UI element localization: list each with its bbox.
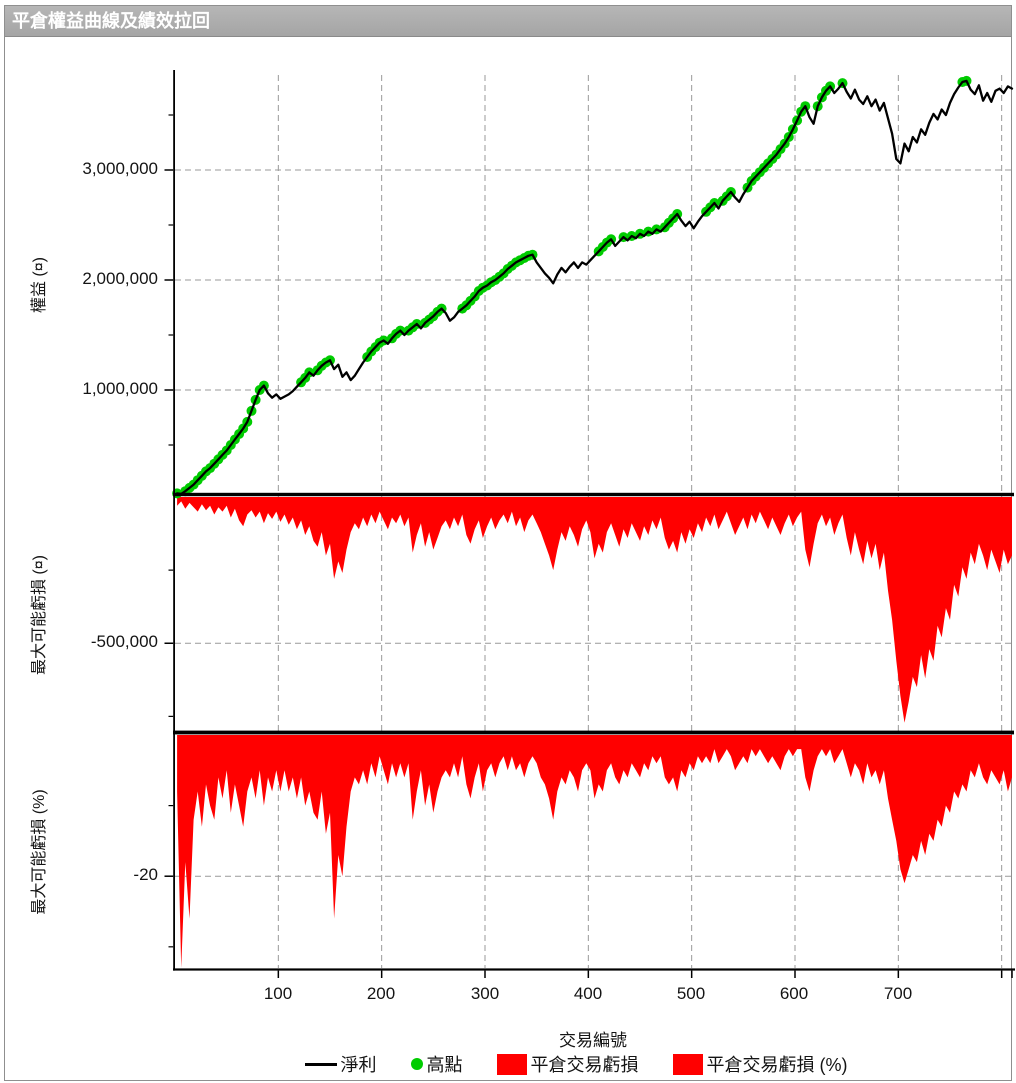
equity-line — [175, 79, 1014, 496]
legend-item-trade-loss-pct: 平倉交易虧損 (%) — [672, 1051, 848, 1077]
page-title: 平倉權益曲線及績效拉回 — [12, 11, 210, 31]
xtick-700: 700 — [883, 984, 913, 1003]
high-point-dots — [172, 75, 972, 499]
title-bar: 平倉權益曲線及績效拉回 — [5, 6, 1011, 37]
legend-label: 高點 — [426, 1055, 463, 1075]
x-axis-title: 交易編號 — [559, 1031, 627, 1050]
drawdown-area — [177, 497, 1013, 723]
xtick-100: 100 — [263, 984, 293, 1003]
trade-loss-pct-box-swatch — [672, 1053, 703, 1075]
equity-ytick-3m: 3,000,000 — [82, 159, 158, 178]
xtick-400: 400 — [573, 984, 603, 1003]
net-profit-line-swatch — [304, 1062, 337, 1066]
pct-ytick-20: -20 — [133, 865, 158, 884]
legend-item-net-profit: 淨利 — [304, 1051, 377, 1077]
equity-ytick-2m: 2,000,000 — [82, 269, 158, 288]
legend-item-high-point: 高點 — [410, 1051, 463, 1077]
pct-axis-title: 最大可能虧損 (%) — [31, 789, 48, 915]
legend-label: 平倉交易虧損 (%) — [706, 1055, 848, 1075]
legend: 淨利 高點 平倉交易虧損 平倉交易虧損 (%) — [140, 1048, 1012, 1080]
xtick-600: 600 — [779, 984, 809, 1003]
drawdown-ytick-500k: -500,000 — [90, 632, 158, 651]
xtick-200: 200 — [366, 984, 396, 1003]
trade-loss-box-swatch — [496, 1053, 527, 1075]
equity-axis-title: 權益 (¤) — [31, 257, 48, 314]
drawdown-pct-area — [177, 735, 1013, 968]
window-frame — [4, 5, 1012, 1081]
xtick-500: 500 — [676, 984, 706, 1003]
equity-ytick-1m: 1,000,000 — [82, 379, 158, 398]
high-point-dot-swatch — [410, 1058, 423, 1070]
legend-item-trade-loss: 平倉交易虧損 — [496, 1051, 639, 1077]
xtick-300: 300 — [470, 984, 500, 1003]
legend-label: 平倉交易虧損 — [530, 1055, 639, 1075]
legend-label: 淨利 — [340, 1055, 377, 1075]
axes — [164, 70, 1015, 978]
